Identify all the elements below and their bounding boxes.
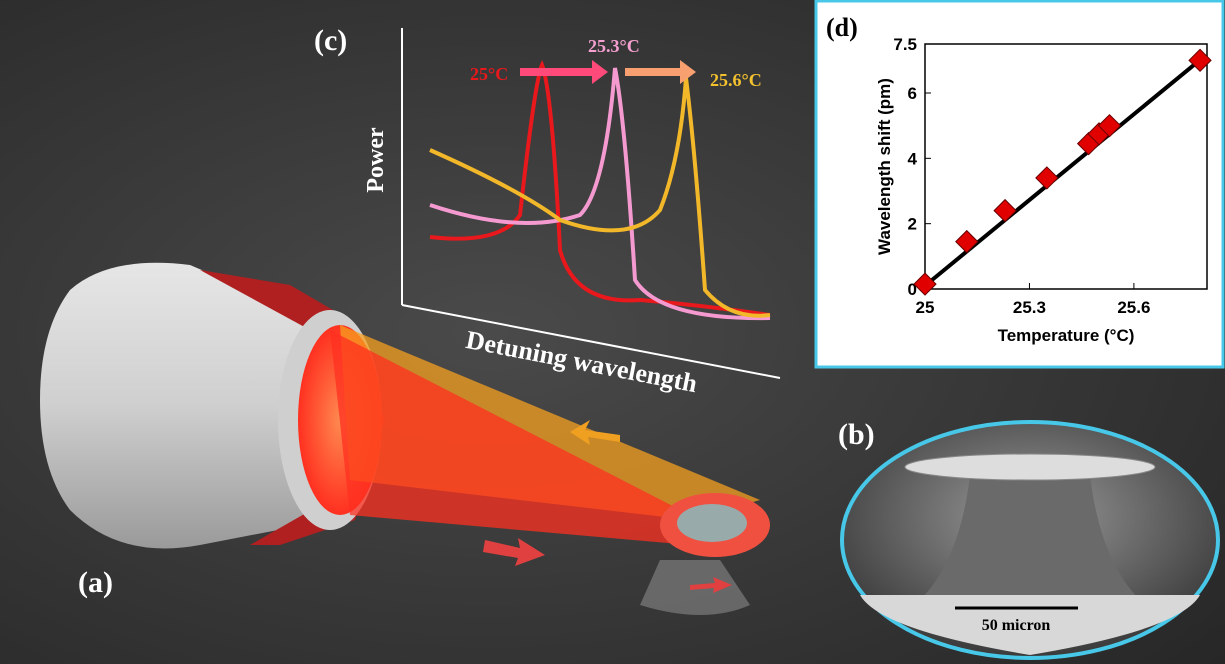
panel-label: (c) <box>314 24 347 57</box>
y-tick-label: 7.5 <box>893 35 917 54</box>
y-tick-label: 2 <box>908 215 917 234</box>
y-tick-label: 4 <box>908 149 918 168</box>
figure: (a) (c) Power Detuning wavelength 25°C 2… <box>0 0 1225 664</box>
y-tick-label: 6 <box>908 84 917 103</box>
panel-label: (b) <box>838 418 875 451</box>
x-tick-label: 25.3 <box>1013 298 1046 317</box>
peak-label: 25°C <box>470 64 508 84</box>
axis-label: Power <box>363 127 389 193</box>
x-axis-label: Temperature (°C) <box>998 326 1135 345</box>
disk <box>905 454 1155 480</box>
ring-inner <box>677 504 747 542</box>
y-axis-label: Wavelength shift (pm) <box>875 78 894 255</box>
panel-label: (a) <box>78 566 113 599</box>
x-tick-label: 25 <box>916 298 935 317</box>
peak-label: 25.6°C <box>710 70 762 90</box>
panel-label: (d) <box>826 13 858 42</box>
peak-label: 25.3°C <box>588 36 640 56</box>
x-tick-label: 25.6 <box>1117 298 1150 317</box>
scale-label: 50 micron <box>982 617 1051 634</box>
